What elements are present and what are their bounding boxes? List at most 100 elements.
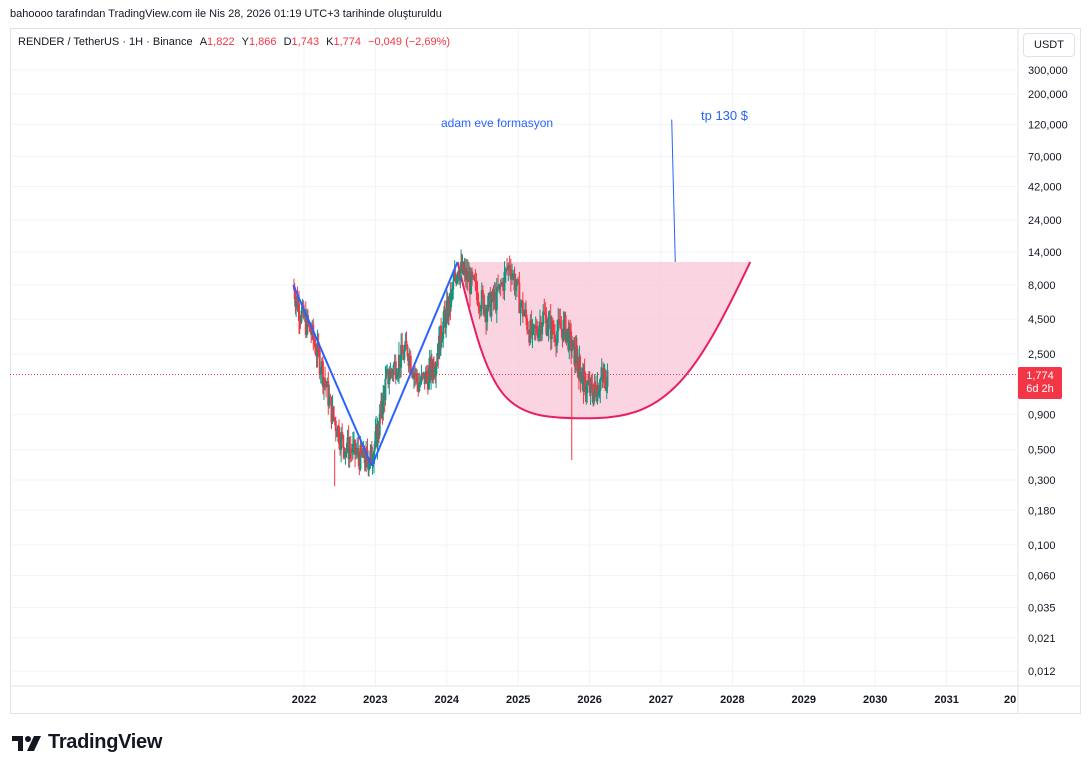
candle-body	[562, 320, 565, 341]
time-tick-label: 2024	[435, 694, 460, 706]
time-axis: 2022 2023 2024 2025 2026 2027 2028 2029 2030 2031…	[292, 694, 1016, 706]
candle-body	[356, 448, 359, 453]
tradingview-logo-icon	[12, 735, 41, 751]
candle-body	[405, 341, 408, 347]
candle-body	[351, 444, 354, 453]
candle-body	[601, 371, 604, 375]
candle-body	[581, 371, 584, 381]
candle-body	[536, 332, 539, 339]
candle-body	[454, 273, 457, 278]
high-key: Y	[241, 36, 249, 48]
candle-body	[326, 381, 329, 388]
candle-body	[420, 374, 423, 383]
candle-body	[400, 344, 403, 368]
candle-body	[408, 355, 411, 367]
candle-body	[330, 397, 333, 423]
candle-body	[362, 448, 365, 458]
cup-fill	[457, 261, 751, 419]
time-tick-label: 2028	[720, 694, 744, 706]
close-value: 1,774	[333, 36, 361, 48]
price-tick-label: 8,000	[1028, 280, 1056, 292]
candle-body	[541, 324, 544, 335]
candle-body	[409, 355, 412, 373]
candle-body	[482, 295, 485, 315]
candle-body	[514, 286, 517, 291]
candle-body	[319, 371, 322, 375]
time-tick-label: 2025	[506, 694, 530, 706]
candle-body	[337, 426, 340, 444]
candle-body	[300, 310, 303, 322]
candle-body	[450, 289, 453, 292]
candle-body	[513, 273, 516, 291]
symbol-name: RENDER / TetherUS · 1H · Binance	[18, 36, 193, 48]
candle-body	[546, 329, 549, 335]
candle-body	[555, 342, 558, 346]
candle-body	[372, 451, 375, 464]
candle-body	[549, 316, 552, 340]
price-tick-label: 300,000	[1028, 65, 1068, 77]
candle-body	[518, 282, 521, 314]
candle-body	[423, 372, 426, 384]
candle-body	[455, 277, 458, 284]
candle-body	[485, 308, 488, 323]
candle-body	[600, 377, 603, 381]
candle-body	[417, 381, 420, 392]
candle-body	[493, 292, 496, 301]
symbol-legend: RENDER / TetherUS · 1H · Binance A1,822 …	[18, 36, 450, 48]
candle-body	[587, 383, 590, 385]
candle-body	[309, 324, 312, 332]
candle-body	[544, 313, 547, 316]
candle-body	[602, 372, 605, 380]
candle-body	[359, 444, 362, 470]
price-tick-label: 0,060	[1028, 570, 1056, 582]
trend-line	[370, 261, 459, 467]
candle-body	[464, 267, 467, 281]
candle-body	[452, 281, 455, 290]
candle-body	[355, 452, 358, 455]
candle-body	[466, 271, 469, 282]
tradingview-logo[interactable]: TradingView	[12, 731, 162, 754]
candle-body	[606, 370, 609, 387]
candle-body	[487, 296, 490, 311]
target-label: tp 130 $	[701, 108, 749, 123]
candle-body	[492, 291, 495, 301]
candle-body	[559, 321, 562, 329]
candle-body	[520, 300, 523, 304]
candle-body	[399, 354, 402, 368]
candle-body	[530, 320, 533, 336]
candle-body	[440, 325, 443, 342]
candle-body	[303, 313, 306, 318]
candle-body	[442, 310, 445, 322]
candle-body	[548, 316, 551, 318]
candle-body	[545, 315, 548, 335]
candle-body	[316, 342, 319, 357]
candle-body	[377, 425, 380, 435]
candle-body	[406, 346, 409, 357]
candle-body	[333, 417, 336, 421]
candle-body	[305, 315, 308, 336]
candle-body	[462, 270, 465, 274]
candle-body	[498, 284, 501, 290]
candle-body	[504, 268, 507, 272]
candle-body	[354, 440, 357, 455]
candle-body	[358, 456, 361, 470]
candle-body	[322, 378, 325, 387]
candle-body	[597, 391, 600, 396]
candle-body	[551, 320, 554, 332]
candle-body	[452, 279, 455, 282]
candle-body	[350, 450, 353, 453]
candle-body	[339, 443, 342, 451]
candle-body	[425, 371, 428, 376]
candle-body	[459, 269, 462, 281]
candle-body	[571, 340, 574, 349]
currency-button[interactable]: USDT	[1023, 33, 1075, 57]
candle-body	[370, 446, 373, 464]
candle-body	[327, 381, 330, 406]
candle-body	[494, 292, 497, 311]
candle-body	[426, 375, 429, 390]
price-tick-label: 0,035	[1028, 602, 1056, 614]
candle-body	[414, 372, 417, 376]
candle-body	[499, 284, 502, 286]
candle-body	[529, 320, 532, 343]
